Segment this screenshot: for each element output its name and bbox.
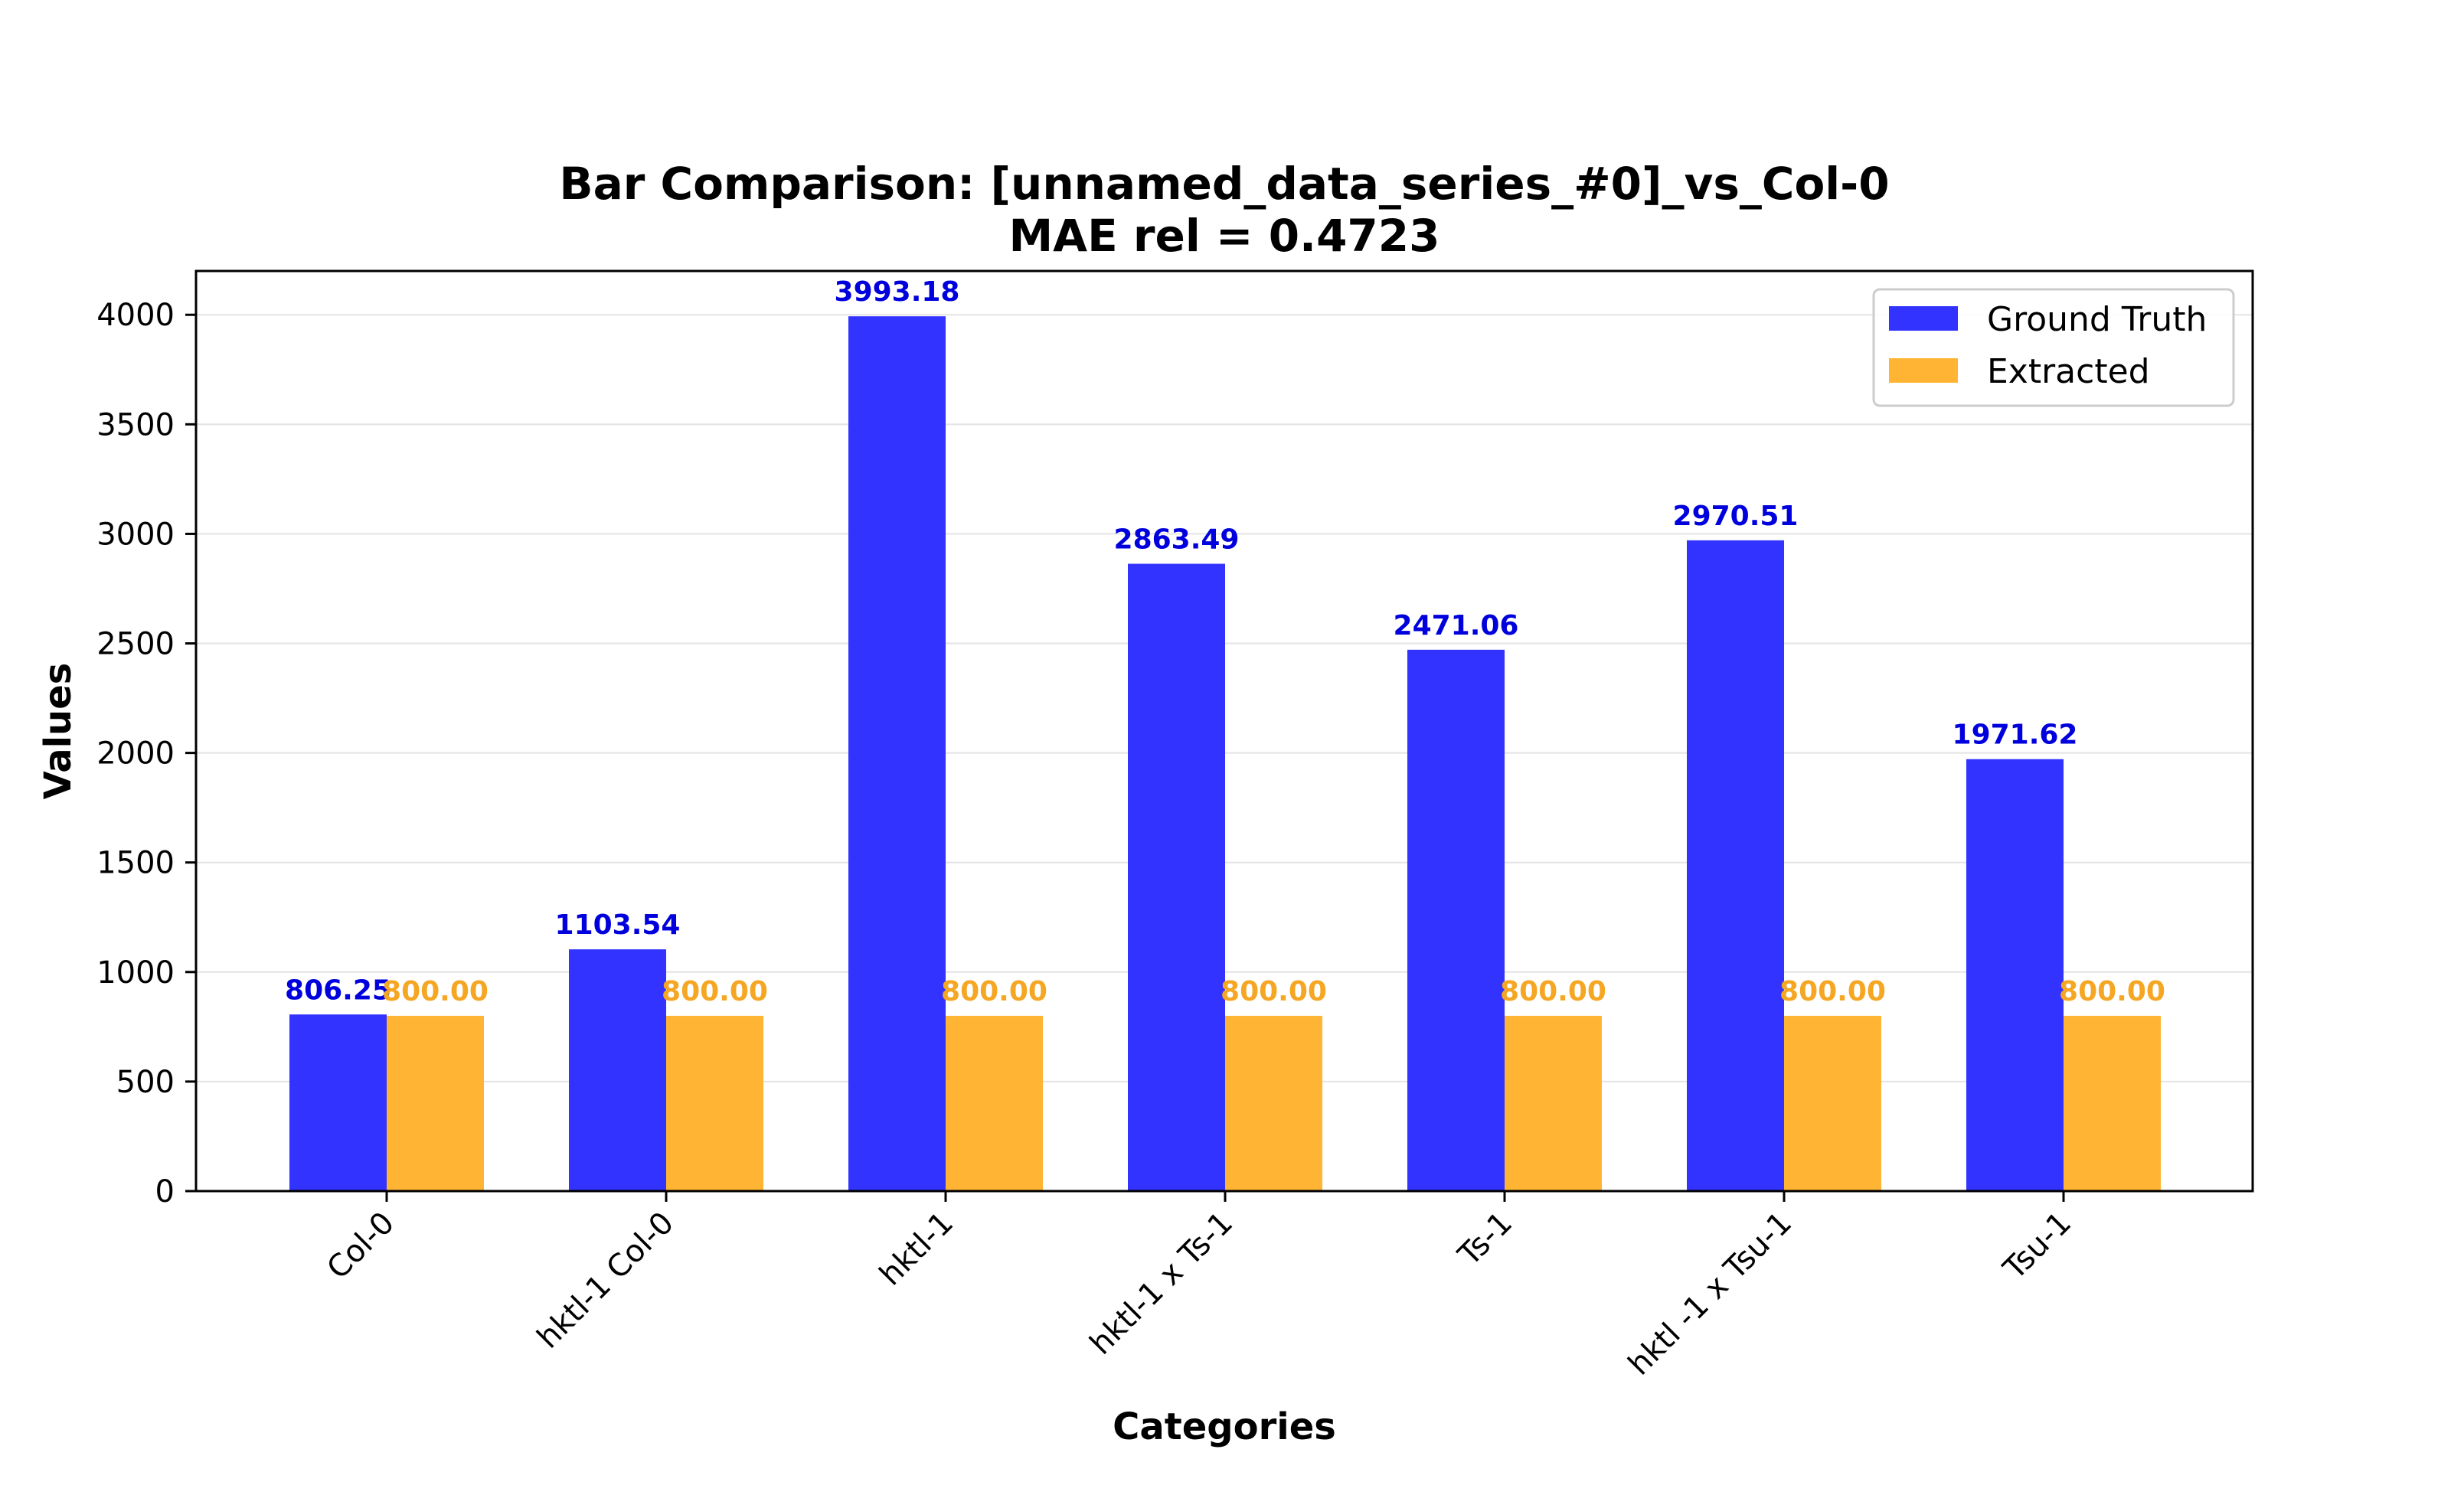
value-label-extracted-hktl-1-col-0: 800.00 <box>662 976 768 1007</box>
value-label-ground-truth-hktl-1: 3993.18 <box>835 276 960 308</box>
value-label-ground-truth-hktl-1-col-0: 1103.54 <box>555 909 681 941</box>
y-tick-label: 2000 <box>96 736 175 772</box>
legend: Ground Truth Extracted <box>1872 288 2235 407</box>
legend-swatch-ground-truth <box>1889 306 1958 331</box>
y-tick-label: 3500 <box>96 407 175 442</box>
value-label-extracted-hktl-1-x-tsu-1: 800.00 <box>1779 976 1886 1007</box>
legend-label-extracted: Extracted <box>1987 352 2150 391</box>
y-tick-label: 1500 <box>96 846 175 881</box>
bars-layer <box>289 316 2161 1191</box>
y-tick-label: 2500 <box>96 627 175 662</box>
bar-extracted-hktl-1-col-0 <box>666 1016 763 1191</box>
legend-box <box>1872 288 2235 407</box>
bar-extracted-col-0 <box>387 1016 484 1191</box>
value-label-extracted-hktl-1: 800.00 <box>941 976 1047 1007</box>
bar-ground-truth-tsu-1 <box>1966 759 2064 1191</box>
bar-ground-truth-hktl-1 <box>848 316 946 1191</box>
y-tick-label: 0 <box>155 1174 175 1209</box>
y-axis-label: Values <box>37 663 80 800</box>
bar-ground-truth-hktl-1-col-0 <box>569 949 666 1191</box>
value-label-extracted-tsu-1: 800.00 <box>2059 976 2165 1007</box>
value-label-extracted-col-0: 800.00 <box>382 976 489 1007</box>
value-label-ground-truth-hktl-1-x-ts-1: 2863.49 <box>1114 524 1240 555</box>
value-label-extracted-hktl-1-x-ts-1: 800.00 <box>1221 976 1327 1007</box>
y-tick-label: 1000 <box>96 955 175 991</box>
bar-extracted-hktl-1-x-tsu-1 <box>1784 1016 1881 1191</box>
legend-label-ground-truth: Ground Truth <box>1987 300 2207 339</box>
value-label-extracted-ts-1: 800.00 <box>1500 976 1606 1007</box>
bar-ground-truth-hktl-1-x-tsu-1 <box>1687 540 1784 1191</box>
x-axis-label: Categories <box>1113 1405 1336 1448</box>
bar-extracted-hktl-1-x-ts-1 <box>1225 1016 1322 1191</box>
y-axis-ticks: 0 500 1000 1500 2000 2500 3000 3500 4000 <box>96 298 196 1209</box>
chart-title-line2: MAE rel = 0.4723 <box>1008 210 1440 262</box>
legend-swatch-extracted <box>1889 358 1958 383</box>
value-label-ground-truth-tsu-1: 1971.62 <box>1953 720 2078 751</box>
bar-extracted-ts-1 <box>1505 1016 1602 1191</box>
y-tick-label: 4000 <box>96 298 175 333</box>
bar-extracted-hktl-1 <box>946 1016 1043 1191</box>
bar-ground-truth-col-0 <box>289 1014 387 1191</box>
bar-ground-truth-hktl-1-x-ts-1 <box>1128 563 1225 1191</box>
value-labels-layer: 806.25800.001103.54800.003993.18800.0028… <box>285 276 2165 1007</box>
y-tick-label: 3000 <box>96 517 175 552</box>
chart-title-line1: Bar Comparison: [unnamed_data_series_#0]… <box>559 158 1889 210</box>
value-label-ground-truth-ts-1: 2471.06 <box>1394 610 1519 641</box>
value-label-ground-truth-col-0: 806.25 <box>285 974 391 1006</box>
bar-ground-truth-ts-1 <box>1407 649 1505 1191</box>
y-tick-label: 500 <box>116 1065 175 1100</box>
bar-extracted-tsu-1 <box>2064 1016 2161 1191</box>
value-label-ground-truth-hktl-1-x-tsu-1: 2970.51 <box>1673 501 1799 532</box>
